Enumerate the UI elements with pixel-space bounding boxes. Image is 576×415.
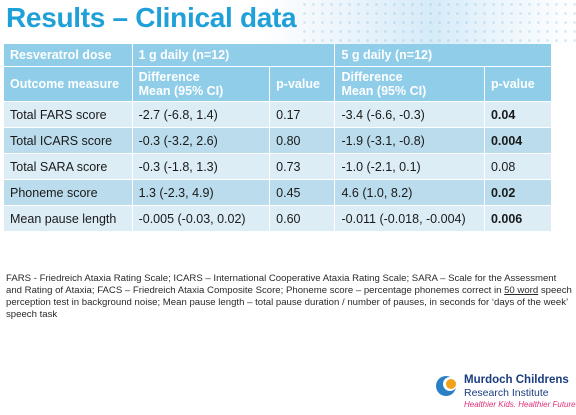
difference-header-group-1: Difference Mean (95% CI)	[132, 66, 271, 102]
results-table: Resveratrol dose 1 g daily (n=12) 5 g da…	[4, 44, 553, 232]
table-row: Total SARA score -0.3 (-1.8, 1.3) 0.73 -…	[4, 153, 553, 180]
page-title: Results – Clinical data	[6, 2, 297, 33]
pvalue-1g: 0.80	[269, 127, 336, 154]
difference-header-line2: Mean (95% CI)	[138, 84, 224, 98]
outcome-measure-header: Outcome measure	[4, 66, 133, 102]
difference-1g: -2.7 (-6.8, 1.4)	[132, 101, 271, 128]
banner-dot-pattern	[300, 0, 576, 44]
difference-1g: -0.3 (-1.8, 1.3)	[132, 153, 271, 180]
difference-5g: -1.9 (-3.1, -0.8)	[334, 127, 485, 154]
difference-header-line1: Difference	[138, 70, 200, 84]
dose-group-1-header: 1 g daily (n=12)	[132, 44, 336, 67]
difference-1g: 1.3 (-2.3, 4.9)	[132, 179, 271, 206]
logo-name-line2: Research Institute	[464, 387, 549, 399]
pvalue-1g: 0.45	[269, 179, 336, 206]
difference-5g: -1.0 (-2.1, 0.1)	[334, 153, 485, 180]
pvalue-header-group-1: p-value	[269, 66, 336, 102]
pvalue-5g: 0.04	[484, 101, 553, 128]
logo-tagline: Healthier Kids. Healthier Future.	[464, 400, 576, 409]
difference-1g: -0.3 (-3.2, 2.6)	[132, 127, 271, 154]
mcri-logo: Murdoch Childrens Research Institute Hea…	[436, 372, 576, 412]
pvalue-5g: 0.02	[484, 179, 553, 206]
outcome-measure: Mean pause length	[4, 205, 133, 232]
footnote-underlined-text: 50 word	[504, 285, 539, 296]
pvalue-5g: 0.004	[484, 127, 553, 154]
dose-header-label: Resveratrol dose	[4, 44, 133, 67]
footnote-text-part2: speech perception test in background noi…	[6, 285, 572, 320]
pvalue-1g: 0.17	[269, 101, 336, 128]
title-banner	[0, 0, 576, 44]
pvalue-1g: 0.60	[269, 205, 336, 232]
difference-5g: -0.011 (-0.018, -0.004)	[334, 205, 485, 232]
logo-name-line1: Murdoch Childrens	[464, 374, 569, 386]
pvalue-1g: 0.73	[269, 153, 336, 180]
table-header-dose-row: Resveratrol dose 1 g daily (n=12) 5 g da…	[4, 44, 552, 67]
difference-5g: 4.6 (1.0, 8.2)	[334, 179, 485, 206]
outcome-measure: Total FARS score	[4, 101, 133, 128]
table-row: Total ICARS score -0.3 (-3.2, 2.6) 0.80 …	[4, 127, 553, 154]
pvalue-5g: 0.08	[484, 153, 553, 180]
abbreviations-footnote: FARS - Friedreich Ataxia Rating Scale; I…	[6, 273, 572, 321]
outcome-measure: Total SARA score	[4, 153, 133, 180]
outcome-measure: Phoneme score	[4, 179, 133, 206]
difference-5g: -3.4 (-6.6, -0.3)	[334, 101, 485, 128]
difference-header-line1: Difference	[341, 70, 403, 84]
difference-header-line2: Mean (95% CI)	[341, 84, 427, 98]
difference-1g: -0.005 (-0.03, 0.02)	[132, 205, 271, 232]
pvalue-5g: 0.006	[484, 205, 553, 232]
table-row: Total FARS score -2.7 (-6.8, 1.4) 0.17 -…	[4, 101, 553, 128]
table-header-columns-row: Outcome measure Difference Mean (95% CI)…	[4, 66, 553, 102]
table-row: Phoneme score 1.3 (-2.3, 4.9) 0.45 4.6 (…	[4, 179, 553, 206]
mcri-logo-mark-icon	[436, 376, 457, 396]
pvalue-header-group-2: p-value	[484, 66, 553, 102]
footnote-text-part1: FARS - Friedreich Ataxia Rating Scale; I…	[6, 273, 557, 296]
difference-header-group-2: Difference Mean (95% CI)	[334, 66, 485, 102]
outcome-measure: Total ICARS score	[4, 127, 133, 154]
dose-group-2-header: 5 g daily (n=12)	[334, 44, 552, 67]
table-row: Mean pause length -0.005 (-0.03, 0.02) 0…	[4, 205, 553, 232]
